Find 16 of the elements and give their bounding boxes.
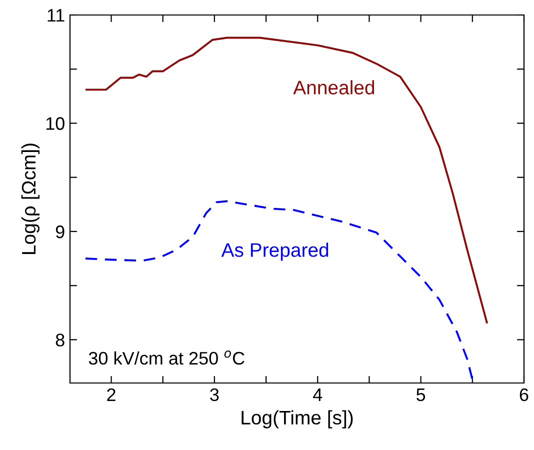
annotation: 30 kV/cm at 250 $^{o}$C — [88, 350, 244, 365]
line-series — [84, 200, 474, 381]
x-tick-label: 3 — [210, 388, 219, 402]
x-tick-label: 5 — [416, 388, 426, 402]
line-series — [86, 36, 488, 324]
x-tick-label: 2 — [107, 388, 116, 401]
x-tick-label: 6 — [520, 388, 528, 402]
x-axis-title: Log(Time [s]) — [242, 410, 353, 428]
y-tick-label: 8 — [56, 334, 64, 346]
x-tick-label: 4 — [313, 388, 322, 401]
y-tick-label: 10 — [46, 117, 64, 130]
y-tick-label: 11 — [48, 9, 64, 22]
series-label: Annealed — [293, 80, 374, 94]
y-axis-title: Log(ρ [Ωcm]) — [21, 144, 40, 254]
series-label: As Prepared — [221, 242, 328, 261]
y-tick-label: 9 — [56, 225, 64, 238]
